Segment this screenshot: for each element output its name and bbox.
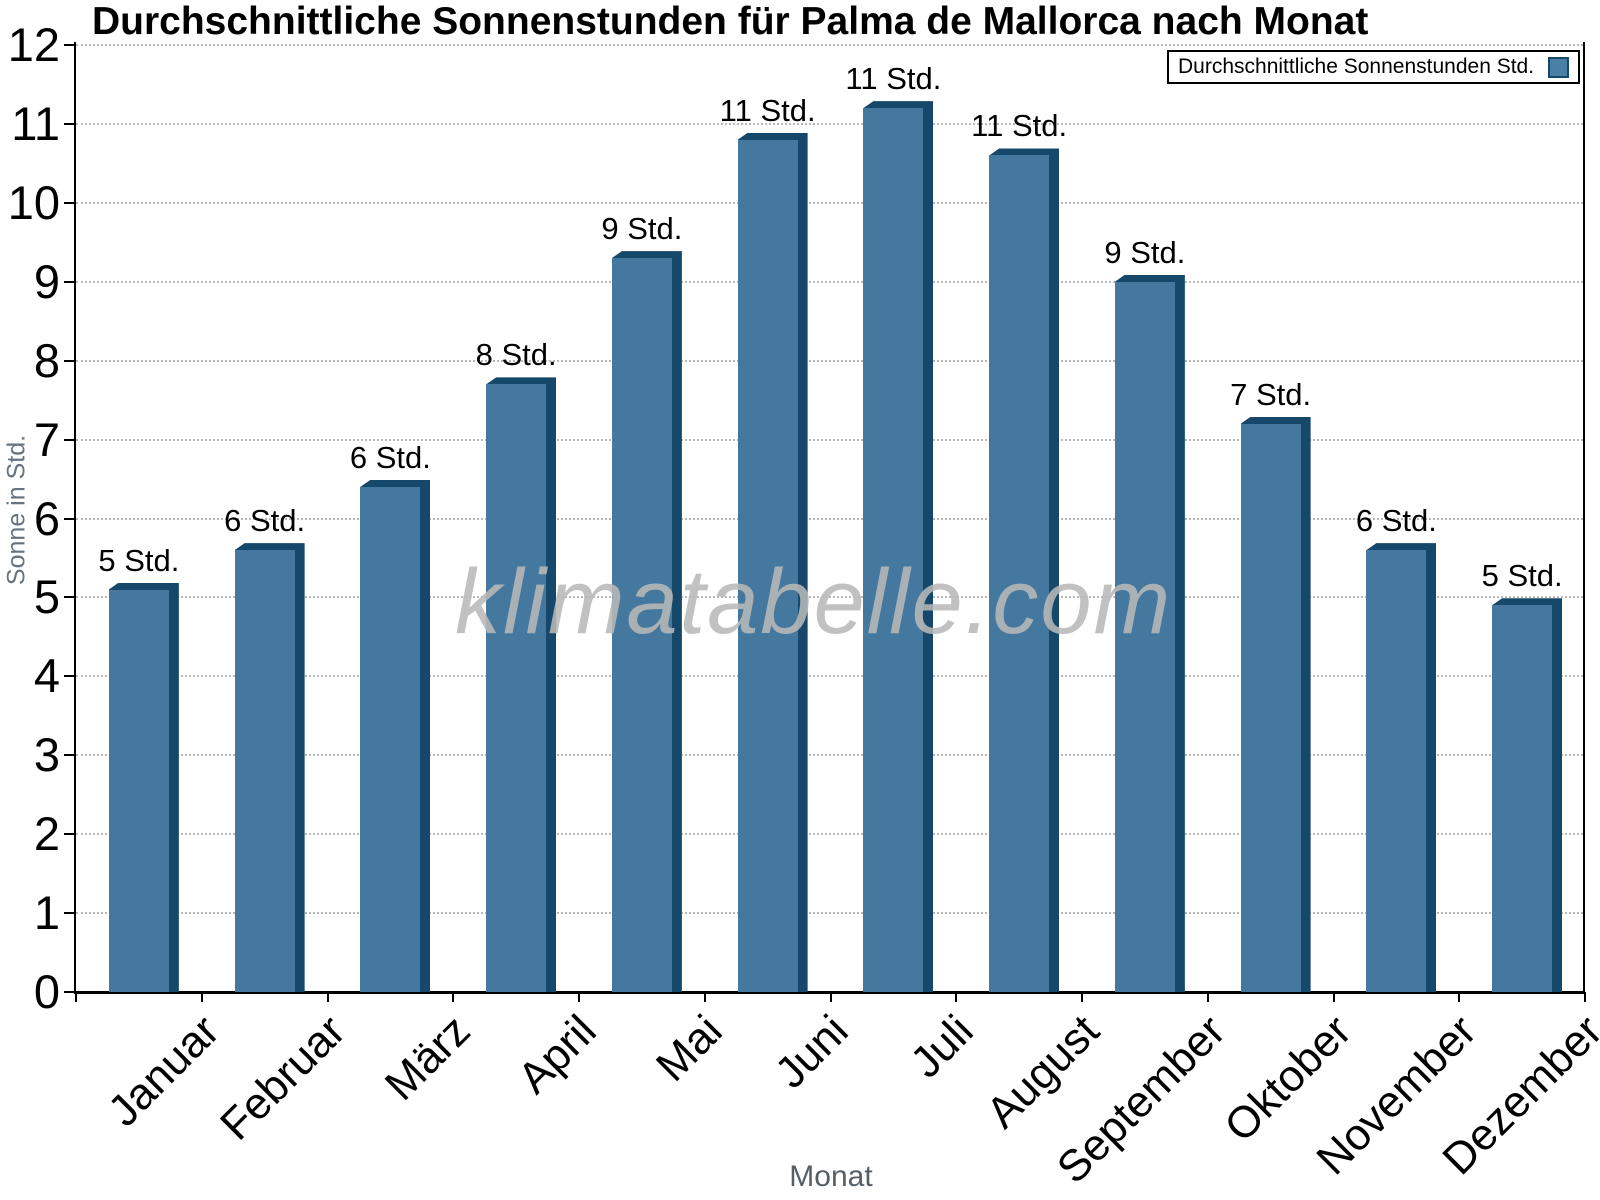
y-axis-tick [64,675,76,678]
x-tick-label-februar: Februar [210,1006,355,1150]
bar-value-label-november: 6 Std. [1355,503,1437,539]
x-axis-tick [829,992,832,1002]
y-tick-label-10: 10 [7,175,60,229]
x-axis-tick [1458,992,1461,1002]
bar-value-label-februar: 6 Std. [224,503,306,539]
y-axis-tick [64,596,76,599]
y-axis-tick [64,991,76,993]
y-tick-label-9: 9 [33,254,60,308]
gridline [76,122,1583,125]
x-tick-label-juli: Juli [901,1006,984,1088]
y-tick-label-1: 1 [33,886,60,940]
x-axis-tick [326,992,329,1002]
x-axis-tick [75,992,77,1002]
chart-title: Durchschnittliche Sonnenstunden für Palm… [92,0,1369,43]
bar-value-label-oktober: 7 Std. [1230,376,1312,412]
x-axis-title: Monat [789,1160,873,1193]
legend: Durchschnittliche Sonnenstunden Std. [1167,50,1580,84]
y-axis-tick [64,833,76,836]
y-tick-label-3: 3 [33,728,60,782]
gridline [76,280,1583,283]
x-axis-tick [1584,992,1586,1002]
y-axis-tick [64,438,76,441]
x-axis-tick [955,992,958,1002]
bar-mai [611,258,672,992]
y-tick-label-8: 8 [33,333,60,387]
y-axis-tick [64,517,76,520]
bar-value-label-april: 8 Std. [475,337,557,373]
y-axis-tick [64,122,76,125]
gridline [76,201,1583,204]
bar-value-label-dezember: 5 Std. [1481,558,1563,594]
y-axis-tick [64,754,76,757]
bar-value-label-mai: 9 Std. [601,211,683,247]
x-tick-label-mai: Mai [646,1006,732,1091]
bar-februar [234,550,295,992]
bar-value-label-august: 11 Std. [971,108,1068,144]
bar-value-label-juni: 11 Std. [719,92,816,128]
x-tick-label-april: April [508,1006,606,1103]
x-axis-tick [578,992,580,1002]
y-tick-label-7: 7 [33,412,60,466]
legend-swatch-icon [1548,56,1569,78]
gridline [76,912,1583,915]
legend-label: Durchschnittliche Sonnenstunden Std. [1178,55,1535,78]
bar-juni [737,139,798,992]
y-axis-tick [64,359,76,362]
y-tick-label-2: 2 [33,807,60,861]
y-tick-label-0: 0 [33,965,60,1018]
gridline [76,596,1583,599]
x-axis-tick [1206,992,1209,1002]
bar-value-label-juli: 11 Std. [845,61,942,97]
gridline [76,517,1583,520]
bar-value-label-september: 9 Std. [1104,234,1186,270]
y-tick-label-4: 4 [33,649,60,703]
x-tick-label-juni: Juni [765,1006,858,1098]
gridline [76,754,1583,757]
bar-juli [863,108,924,992]
bar-januar [108,589,169,992]
gridline [76,675,1583,678]
y-tick-label-5: 5 [33,570,60,624]
right-border-line [1583,42,1585,992]
x-axis-tick [1332,992,1335,1002]
x-tick-label-januar: Januar [98,1006,229,1136]
y-tick-label-12: 12 [7,18,60,71]
y-axis-tick [64,280,76,283]
bar-oktober [1240,423,1301,992]
x-axis-tick [703,992,706,1002]
watermark: klimatabelle.com [455,551,1173,653]
y-tick-label-11: 11 [11,96,60,150]
bar-value-label-marz: 6 Std. [349,439,431,475]
y-axis-line [74,42,76,992]
bar-april [486,384,547,992]
x-axis-tick [1081,992,1083,1002]
y-axis-tick [64,201,76,204]
y-tick-label-6: 6 [33,491,60,545]
y-axis-title: Sonne in Std. [2,434,31,586]
bar-value-label-januar: 5 Std. [98,542,180,578]
bar-september [1114,281,1175,992]
y-axis-tick [64,44,76,46]
y-axis-tick [64,912,76,915]
gridline [76,44,1583,46]
bar-dezember [1492,605,1553,992]
gridline [76,438,1583,441]
gridline [76,833,1583,836]
bar-november [1366,550,1427,992]
bar-marz [360,486,421,992]
gridline [76,359,1583,362]
x-axis-tick [452,992,455,1002]
bar-august [989,155,1050,992]
x-tick-label-marz: März [376,1006,481,1110]
x-axis-tick [200,992,203,1002]
